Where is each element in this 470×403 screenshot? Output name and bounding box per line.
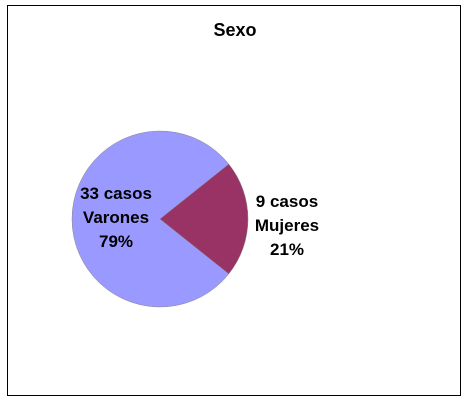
slice-count-mujeres: 9 casos bbox=[255, 192, 319, 211]
chart-title: Sexo bbox=[213, 20, 257, 40]
slice-name-mujeres: Mujeres bbox=[254, 216, 320, 235]
pie-slice-varones bbox=[71, 130, 230, 308]
slice-percent-mujeres: 21% bbox=[269, 240, 305, 259]
slice-label-mujeres: 9 casos Mujeres 21% bbox=[245, 190, 329, 262]
slice-name-varones: Varones bbox=[82, 208, 150, 227]
slice-count-varones: 33 casos bbox=[80, 184, 152, 203]
slice-label-varones: 33 casos Varones 79% bbox=[70, 182, 162, 254]
pie-slice-mujeres bbox=[159, 163, 249, 275]
slice-percent-varones: 79% bbox=[98, 232, 134, 251]
